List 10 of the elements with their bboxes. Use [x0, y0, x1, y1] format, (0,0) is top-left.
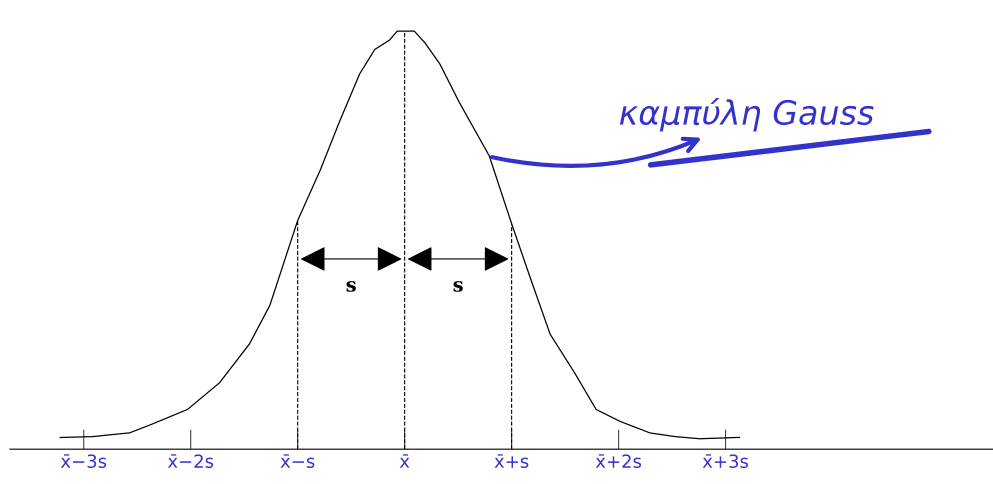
x-tick-label: x̄−s: [280, 454, 314, 468]
x-tick-label: x̄: [400, 454, 410, 468]
x-tick-label: x̄−3s: [60, 454, 106, 468]
x-tick-label: x̄+s: [494, 454, 528, 468]
x-tick-label: x̄+2s: [596, 454, 642, 468]
annotation: s: [454, 281, 463, 292]
x-tick-label: x̄+3s: [702, 454, 748, 468]
annotation: s: [346, 281, 356, 292]
annotation: καμπύλη Gauss: [620, 98, 874, 132]
x-tick-label: x̄−2s: [168, 454, 214, 468]
